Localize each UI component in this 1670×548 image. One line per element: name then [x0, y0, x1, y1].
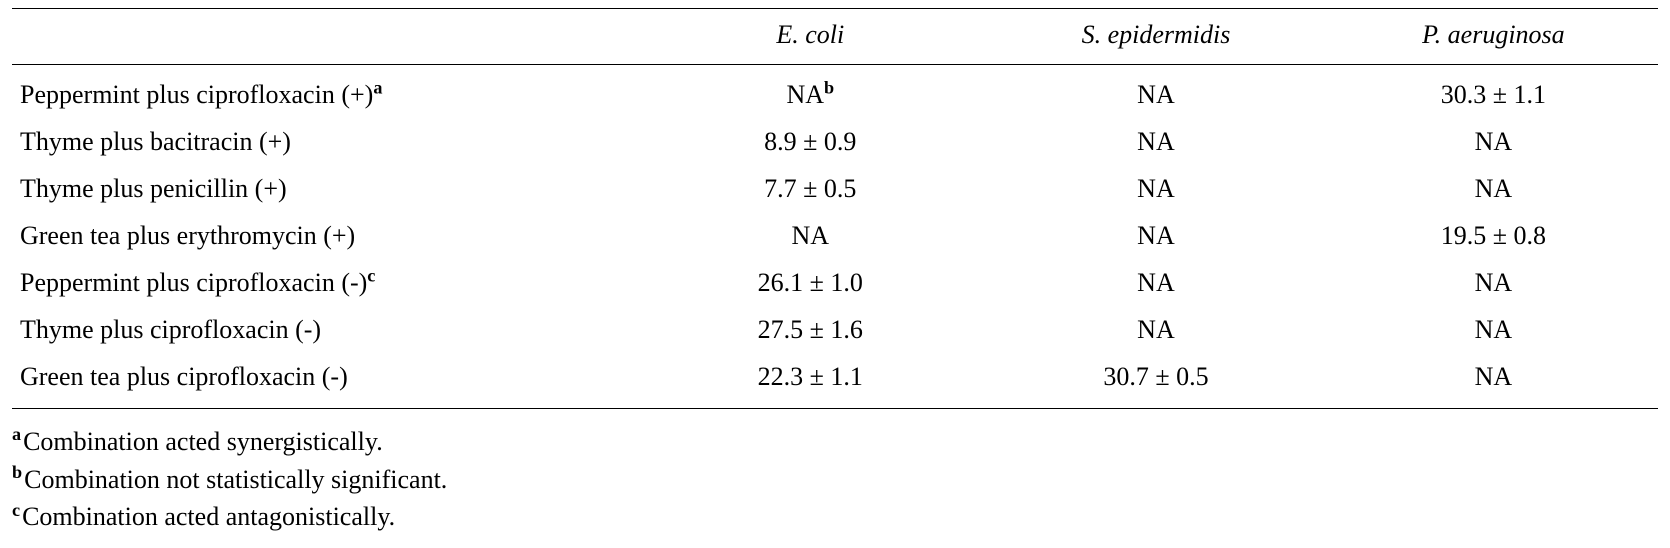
- footnote-marker: a: [373, 77, 382, 97]
- row-label: Thyme plus ciprofloxacin (-): [12, 306, 637, 353]
- table-row: Peppermint plus ciprofloxacin (-)c 26.1 …: [12, 259, 1658, 306]
- col-header-ecoli: E. coli: [637, 9, 983, 65]
- cell: NA: [1329, 259, 1658, 306]
- footnote-text: Combination acted antagonistically.: [22, 502, 395, 531]
- row-label: Green tea plus ciprofloxacin (-): [12, 353, 637, 409]
- cell-value: NA: [786, 80, 824, 109]
- cell: 7.7 ± 0.5: [637, 165, 983, 212]
- table-row: Green tea plus ciprofloxacin (-) 22.3 ± …: [12, 353, 1658, 409]
- row-label: Thyme plus penicillin (+): [12, 165, 637, 212]
- footnote-marker: b: [824, 77, 834, 97]
- cell: NA: [1329, 353, 1658, 409]
- footnote-text: Combination not statistically significan…: [24, 465, 447, 494]
- table-row: Green tea plus erythromycin (+) NA NA 19…: [12, 212, 1658, 259]
- cell: 22.3 ± 1.1: [637, 353, 983, 409]
- cell-value: 22.3 ± 1.1: [758, 362, 863, 391]
- table-body: Peppermint plus ciprofloxacin (+)a NAb N…: [12, 65, 1658, 409]
- cell: 26.1 ± 1.0: [637, 259, 983, 306]
- cell: NA: [1329, 118, 1658, 165]
- cell-value: 8.9 ± 0.9: [764, 127, 856, 156]
- cell: NA: [1329, 306, 1658, 353]
- row-label: Green tea plus erythromycin (+): [12, 212, 637, 259]
- cell: NA: [983, 65, 1329, 119]
- footnote-line: aCombination acted synergistically.: [12, 423, 1658, 461]
- cell-value: 26.1 ± 1.0: [758, 268, 863, 297]
- row-label: Peppermint plus ciprofloxacin (+)a: [12, 65, 637, 119]
- table-row: Thyme plus penicillin (+) 7.7 ± 0.5 NA N…: [12, 165, 1658, 212]
- row-label-text: Thyme plus penicillin (+): [20, 174, 287, 203]
- cell-value: NA: [792, 221, 830, 250]
- footnote-text: Combination acted synergistically.: [23, 427, 383, 456]
- cell: NA: [637, 212, 983, 259]
- table-row: Peppermint plus ciprofloxacin (+)a NAb N…: [12, 65, 1658, 119]
- col-header-empty: [12, 9, 637, 65]
- cell: 8.9 ± 0.9: [637, 118, 983, 165]
- col-header-paeruginosa: P. aeruginosa: [1329, 9, 1658, 65]
- cell: NAb: [637, 65, 983, 119]
- footnote-line: cCombination acted antagonistically.: [12, 498, 1658, 536]
- row-label-text: Peppermint plus ciprofloxacin (+): [20, 80, 373, 109]
- cell-value: 27.5 ± 1.6: [758, 315, 863, 344]
- table-header: E. coli S. epidermidis P. aeruginosa: [12, 9, 1658, 65]
- cell: 19.5 ± 0.8: [1329, 212, 1658, 259]
- footnote-marker: c: [367, 265, 375, 285]
- row-label-text: Green tea plus ciprofloxacin (-): [20, 362, 348, 391]
- cell: NA: [983, 212, 1329, 259]
- col-header-sepidermidis: S. epidermidis: [983, 9, 1329, 65]
- row-label-text: Peppermint plus ciprofloxacin (-): [20, 268, 367, 297]
- cell: NA: [983, 118, 1329, 165]
- cell: NA: [983, 259, 1329, 306]
- cell: NA: [1329, 165, 1658, 212]
- row-label: Thyme plus bacitracin (+): [12, 118, 637, 165]
- footnote-mark: a: [12, 424, 21, 444]
- table-row: Thyme plus bacitracin (+) 8.9 ± 0.9 NA N…: [12, 118, 1658, 165]
- footnote-line: bCombination not statistically significa…: [12, 461, 1658, 499]
- cell: NA: [983, 165, 1329, 212]
- row-label: Peppermint plus ciprofloxacin (-)c: [12, 259, 637, 306]
- row-label-text: Thyme plus bacitracin (+): [20, 127, 291, 156]
- row-label-text: Green tea plus erythromycin (+): [20, 221, 355, 250]
- table-header-row: E. coli S. epidermidis P. aeruginosa: [12, 9, 1658, 65]
- table-container: E. coli S. epidermidis P. aeruginosa Pep…: [0, 0, 1670, 548]
- table-row: Thyme plus ciprofloxacin (-) 27.5 ± 1.6 …: [12, 306, 1658, 353]
- row-label-text: Thyme plus ciprofloxacin (-): [20, 315, 321, 344]
- cell: 30.3 ± 1.1: [1329, 65, 1658, 119]
- cell-value: 7.7 ± 0.5: [764, 174, 856, 203]
- cell: 27.5 ± 1.6: [637, 306, 983, 353]
- footnotes: aCombination acted synergistically. bCom…: [12, 423, 1658, 536]
- data-table: E. coli S. epidermidis P. aeruginosa Pep…: [12, 8, 1658, 409]
- footnote-mark: c: [12, 500, 20, 520]
- cell: NA: [983, 306, 1329, 353]
- cell: 30.7 ± 0.5: [983, 353, 1329, 409]
- footnote-mark: b: [12, 462, 22, 482]
